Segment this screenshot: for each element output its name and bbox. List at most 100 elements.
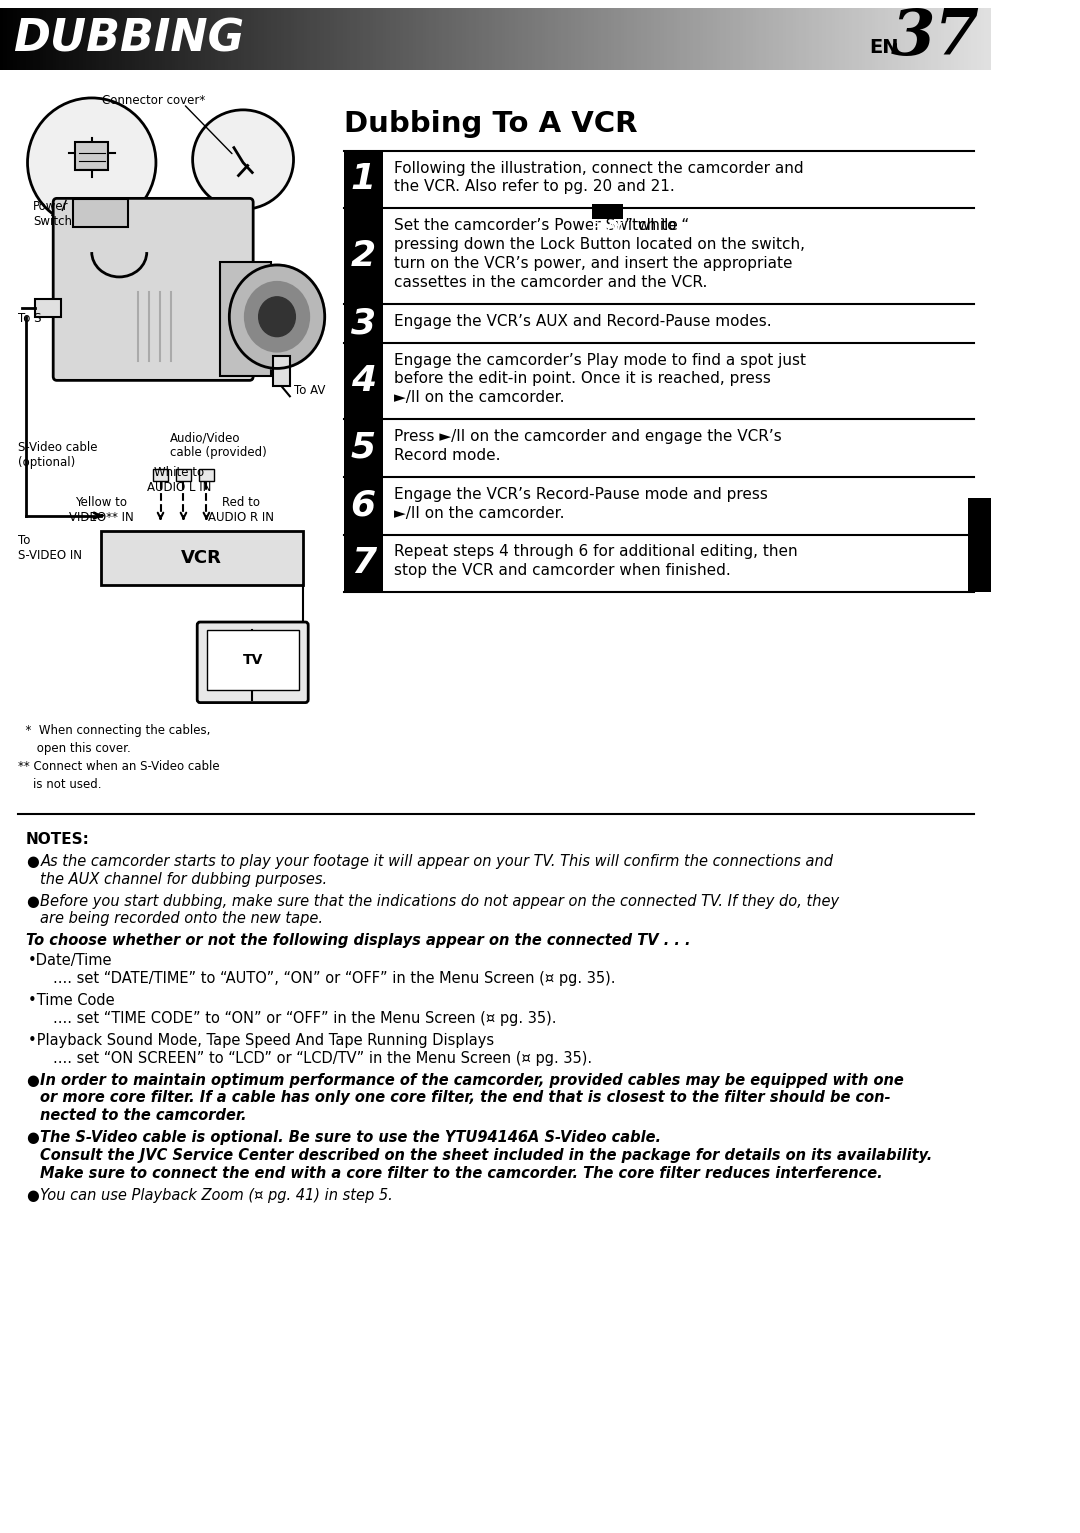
- Text: Following the illustration, connect the camcorder and: Following the illustration, connect the …: [393, 161, 804, 176]
- Bar: [225, 8, 228, 71]
- Bar: [254, 8, 257, 71]
- Bar: [46, 8, 50, 71]
- Bar: [918, 8, 921, 71]
- Bar: [343, 419, 382, 477]
- Bar: [268, 8, 271, 71]
- Text: •Playback Sound Mode, Tape Speed And Tape Running Displays: •Playback Sound Mode, Tape Speed And Tap…: [27, 1033, 494, 1047]
- Bar: [419, 8, 422, 71]
- Bar: [733, 8, 737, 71]
- Bar: [727, 8, 730, 71]
- Text: ” while: ” while: [625, 218, 678, 233]
- Bar: [615, 8, 618, 71]
- Text: 4: 4: [351, 363, 376, 399]
- Bar: [964, 8, 968, 71]
- Bar: [522, 8, 525, 71]
- Bar: [908, 8, 912, 71]
- Text: ●: ●: [26, 894, 39, 909]
- Bar: [478, 8, 482, 71]
- Bar: [637, 8, 640, 71]
- Bar: [350, 8, 353, 71]
- Bar: [489, 8, 492, 71]
- Bar: [176, 469, 191, 481]
- Bar: [766, 8, 769, 71]
- Bar: [846, 8, 849, 71]
- Bar: [496, 8, 499, 71]
- Bar: [657, 8, 661, 71]
- Bar: [390, 8, 393, 71]
- Text: or more core filter. If a cable has only one core filter, the end that is closes: or more core filter. If a cable has only…: [40, 1090, 891, 1105]
- Bar: [122, 8, 125, 71]
- Bar: [343, 208, 382, 304]
- Text: open this cover.: open this cover.: [18, 742, 131, 756]
- Text: Audio/Video
cable (provided): Audio/Video cable (provided): [170, 431, 267, 458]
- Bar: [608, 8, 611, 71]
- Text: .... set “TIME CODE” to “ON” or “OFF” in the Menu Screen (¤ pg. 35).: .... set “TIME CODE” to “ON” or “OFF” in…: [53, 1010, 556, 1026]
- Bar: [730, 8, 733, 71]
- Bar: [247, 8, 251, 71]
- Bar: [905, 8, 908, 71]
- Bar: [79, 8, 82, 71]
- Bar: [152, 8, 156, 71]
- Text: 1: 1: [351, 162, 376, 196]
- Bar: [63, 8, 66, 71]
- Bar: [194, 8, 198, 71]
- Bar: [271, 8, 274, 71]
- Bar: [73, 199, 129, 227]
- Bar: [106, 8, 109, 71]
- Text: Yellow to
VIDEO** IN: Yellow to VIDEO** IN: [68, 495, 133, 524]
- Text: *  When connecting the cables,: * When connecting the cables,: [18, 725, 211, 737]
- Bar: [499, 8, 502, 71]
- Text: before the edit-in point. Once it is reached, press: before the edit-in point. Once it is rea…: [393, 371, 770, 386]
- Bar: [720, 8, 724, 71]
- Bar: [112, 8, 116, 71]
- Bar: [343, 8, 347, 71]
- Bar: [777, 8, 780, 71]
- Bar: [812, 8, 815, 71]
- Bar: [353, 8, 356, 71]
- Bar: [129, 8, 132, 71]
- Bar: [671, 8, 674, 71]
- Text: ●: ●: [26, 1073, 39, 1087]
- Bar: [482, 8, 485, 71]
- Bar: [868, 8, 872, 71]
- Text: ●: ●: [26, 854, 39, 869]
- Bar: [888, 8, 892, 71]
- Bar: [762, 8, 766, 71]
- Bar: [462, 8, 465, 71]
- Bar: [485, 8, 489, 71]
- Text: PLAY: PLAY: [592, 222, 623, 231]
- Bar: [836, 8, 839, 71]
- Bar: [931, 8, 934, 71]
- Bar: [706, 8, 710, 71]
- Bar: [644, 8, 647, 71]
- Bar: [366, 8, 369, 71]
- Bar: [273, 357, 289, 386]
- FancyBboxPatch shape: [198, 622, 308, 702]
- Bar: [693, 8, 697, 71]
- Bar: [360, 8, 363, 71]
- Bar: [756, 8, 759, 71]
- Bar: [149, 8, 152, 71]
- Bar: [624, 8, 627, 71]
- Bar: [334, 8, 337, 71]
- Bar: [125, 8, 129, 71]
- Bar: [885, 8, 888, 71]
- Text: cassettes in the camcorder and the VCR.: cassettes in the camcorder and the VCR.: [393, 274, 707, 290]
- Bar: [525, 8, 528, 71]
- Text: Repeat steps 4 through 6 for additional editing, then: Repeat steps 4 through 6 for additional …: [393, 544, 797, 560]
- Bar: [244, 8, 247, 71]
- Text: To choose whether or not the following displays appear on the connected TV . . .: To choose whether or not the following d…: [26, 934, 690, 949]
- Text: Power
Switch: Power Switch: [33, 201, 72, 228]
- Bar: [618, 8, 621, 71]
- Bar: [172, 8, 175, 71]
- Bar: [6, 8, 10, 71]
- Bar: [212, 8, 215, 71]
- Bar: [185, 8, 188, 71]
- Bar: [50, 8, 53, 71]
- Bar: [409, 8, 413, 71]
- Bar: [815, 8, 819, 71]
- Bar: [37, 8, 40, 71]
- Bar: [321, 8, 324, 71]
- Text: EN: EN: [869, 38, 899, 57]
- Bar: [802, 8, 806, 71]
